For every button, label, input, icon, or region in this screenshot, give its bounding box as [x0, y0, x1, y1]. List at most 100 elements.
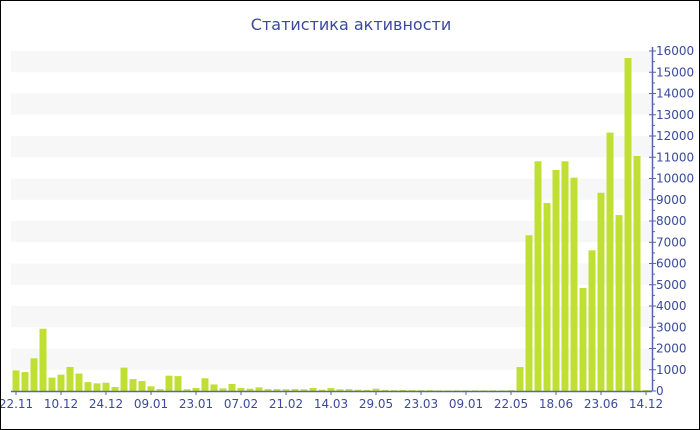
grid-band	[11, 263, 652, 285]
x-tick-label: 09.01	[449, 397, 483, 411]
bar	[345, 389, 353, 391]
bar	[543, 202, 551, 391]
x-tick-label: 23.03	[404, 397, 438, 411]
bar	[480, 390, 488, 391]
x-tick-label: 09.01	[134, 397, 168, 411]
chart-title: Статистика активности	[250, 15, 452, 34]
bar	[57, 374, 65, 391]
x-tick-label: 07.02	[224, 397, 258, 411]
bar	[399, 389, 407, 391]
bar	[264, 389, 272, 391]
bar	[372, 388, 380, 391]
bar	[570, 177, 578, 391]
y-tick-label: 11000	[656, 150, 694, 164]
bar	[228, 383, 236, 391]
grid-band	[11, 221, 652, 243]
grid-band	[11, 178, 652, 200]
bar	[381, 389, 389, 391]
bar	[39, 328, 47, 391]
bar	[93, 383, 101, 391]
bar	[633, 155, 641, 391]
bar	[210, 384, 218, 391]
bar	[426, 390, 434, 391]
bar	[75, 373, 83, 391]
y-tick-label: 7000	[656, 235, 687, 249]
x-tick-label: 22.11	[1, 397, 33, 411]
bar	[30, 358, 38, 391]
bar	[453, 390, 461, 391]
bar	[300, 389, 308, 391]
bar	[12, 370, 20, 391]
bar	[318, 389, 326, 391]
bar	[246, 388, 254, 391]
bar	[336, 389, 344, 391]
bar	[363, 389, 371, 391]
bar	[606, 132, 614, 391]
bar	[219, 388, 227, 391]
bar	[489, 390, 497, 391]
bar	[174, 376, 182, 391]
grid-band	[11, 93, 652, 115]
y-tick-label: 8000	[656, 214, 687, 228]
y-tick-label: 1000	[656, 363, 687, 377]
bar	[435, 390, 443, 391]
bar	[255, 387, 263, 391]
bar	[237, 388, 245, 391]
bar	[642, 389, 650, 391]
bar	[615, 215, 623, 391]
x-tick-label: 23.06	[584, 397, 618, 411]
bar	[390, 390, 398, 391]
bar	[552, 170, 560, 391]
y-tick-label: 14000	[656, 87, 694, 101]
bar	[111, 386, 119, 391]
bar	[588, 250, 596, 391]
bar	[156, 389, 164, 391]
bar	[507, 390, 515, 391]
y-tick-label: 4000	[656, 299, 687, 313]
bar	[579, 287, 587, 391]
bar	[291, 389, 299, 391]
bar	[165, 375, 173, 391]
grid-band	[11, 51, 652, 73]
y-tick-label: 5000	[656, 278, 687, 292]
bar	[102, 382, 110, 391]
y-tick-label: 13000	[656, 108, 694, 122]
bar	[408, 390, 416, 391]
y-tick-label: 2000	[656, 342, 687, 356]
bar	[309, 388, 317, 391]
grid-band	[11, 136, 652, 158]
bar	[120, 367, 128, 391]
y-tick-label: 0	[656, 384, 664, 398]
bar	[525, 235, 533, 391]
bar	[84, 382, 92, 391]
y-tick-label: 10000	[656, 172, 694, 186]
bar	[624, 58, 632, 391]
bar	[138, 381, 146, 391]
bar	[21, 372, 29, 391]
x-tick-label: 22.05	[494, 397, 528, 411]
x-tick-label: 29.05	[359, 397, 393, 411]
grid-band	[11, 306, 652, 328]
x-tick-label: 24.12	[89, 397, 123, 411]
grid-band	[11, 348, 652, 370]
y-tick-label: 9000	[656, 193, 687, 207]
bar	[183, 389, 191, 391]
bar	[282, 389, 290, 391]
bar	[129, 379, 137, 391]
x-tick-label: 14.03	[314, 397, 348, 411]
y-tick-label: 15000	[656, 65, 694, 79]
bar	[561, 161, 569, 391]
y-tick-label: 6000	[656, 257, 687, 271]
x-tick-label: 21.02	[269, 397, 303, 411]
bar	[354, 389, 362, 391]
x-tick-label: 23.01	[179, 397, 213, 411]
bar	[498, 390, 506, 391]
y-tick-label: 16000	[656, 44, 694, 58]
x-tick-label: 18.06	[539, 397, 573, 411]
x-tick-label: 14.12	[629, 397, 663, 411]
bar	[273, 389, 281, 391]
bar	[48, 377, 56, 391]
bar	[192, 388, 200, 391]
bar	[462, 390, 470, 391]
